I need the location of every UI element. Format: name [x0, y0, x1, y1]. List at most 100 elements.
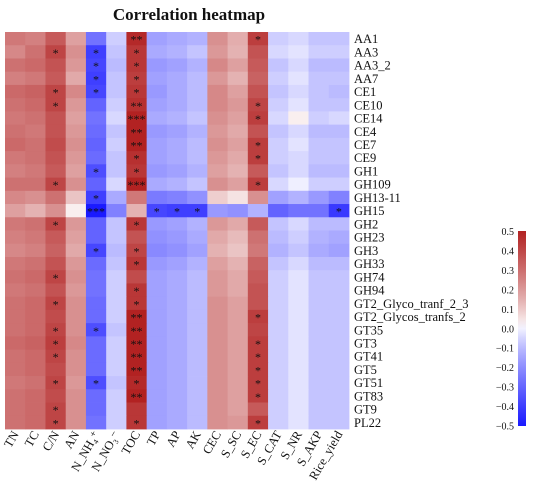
heatmap-cell	[166, 415, 188, 430]
heatmap-cell	[247, 243, 269, 258]
heatmap-cell	[227, 164, 249, 178]
heatmap-cell	[25, 323, 46, 337]
heatmap-cell	[268, 32, 289, 46]
heatmap-cell	[106, 177, 127, 192]
heatmap-cell	[308, 177, 330, 192]
significance-star: *	[53, 86, 59, 100]
heatmap-cell	[328, 336, 350, 350]
heatmap-cell	[268, 415, 289, 430]
heatmap-cell	[126, 45, 148, 59]
heatmap-cell	[288, 45, 309, 59]
colorbar-tick-label: −0.4	[496, 402, 514, 413]
heatmap-cell	[65, 190, 87, 205]
heatmap-cell	[268, 98, 289, 112]
heatmap-cell	[187, 124, 208, 139]
colorbar-tick-label: −0.3	[496, 383, 514, 394]
heatmap-cell	[288, 402, 309, 417]
heatmap-cell	[288, 349, 309, 364]
heatmap-cell	[227, 389, 249, 403]
heatmap-cell	[288, 256, 309, 271]
row-label: PL22	[354, 416, 381, 430]
row-label: GT2_Glycos_tranfs_2	[354, 310, 466, 324]
heatmap-cell	[187, 230, 208, 245]
heatmap-cell	[5, 283, 26, 298]
heatmap-cell	[207, 256, 228, 271]
heatmap-cell	[25, 124, 46, 139]
heatmap-cell	[106, 151, 127, 165]
heatmap-cell	[126, 32, 148, 46]
row-label: CE1	[354, 85, 376, 99]
row-label: CE14	[354, 112, 383, 126]
heatmap-cell	[65, 415, 87, 430]
heatmap-cell	[308, 243, 330, 258]
heatmap-cell	[25, 256, 46, 271]
significance-star: **	[131, 337, 143, 351]
heatmap-cell	[25, 71, 46, 86]
heatmap-cell	[207, 243, 228, 258]
heatmap-cell	[207, 71, 228, 86]
heatmap-cell	[45, 402, 67, 417]
heatmap-cell	[85, 336, 107, 350]
heatmap-cell	[308, 309, 330, 324]
heatmap-cell	[328, 296, 350, 311]
heatmap-cell	[227, 58, 249, 73]
heatmap-cell	[187, 111, 208, 126]
heatmap-cell	[207, 190, 228, 205]
heatmap-cells	[5, 32, 350, 430]
significance-star: *	[134, 86, 140, 100]
heatmap-cell	[166, 71, 188, 86]
heatmap-cell	[25, 230, 46, 245]
heatmap-cell	[227, 243, 249, 258]
significance-star: *	[53, 416, 59, 430]
heatmap-cell	[207, 124, 228, 139]
significance-star: *	[93, 72, 99, 86]
heatmap-cell	[187, 309, 208, 324]
heatmap-cell	[247, 98, 269, 112]
significance-star: *	[93, 86, 99, 100]
significance-star: *	[255, 99, 261, 113]
heatmap-cell	[288, 296, 309, 311]
heatmap-cell	[85, 204, 107, 218]
heatmap-cell	[288, 230, 309, 245]
heatmap-cell	[247, 270, 269, 284]
heatmap-cell	[268, 283, 289, 298]
heatmap-cell	[146, 243, 168, 258]
significance-star: *	[255, 152, 261, 166]
heatmap-cell	[227, 402, 249, 417]
significance-star: *	[53, 99, 59, 113]
heatmap-cell	[288, 336, 309, 350]
heatmap-cell	[187, 389, 208, 403]
heatmap-cell	[308, 283, 330, 298]
colorbar-tick-label: −0.2	[496, 363, 514, 374]
heatmap-cell	[328, 243, 350, 258]
heatmap-cell	[227, 45, 249, 59]
heatmap-cell	[328, 270, 350, 284]
significance-star: *	[134, 284, 140, 298]
heatmap-cell	[106, 111, 127, 126]
heatmap-cell	[227, 111, 249, 126]
row-label: GH94	[354, 284, 385, 298]
row-label: CE9	[354, 151, 376, 165]
heatmap-cell	[308, 402, 330, 417]
significance-star: *	[255, 363, 261, 377]
heatmap-cell	[25, 376, 46, 390]
column-label: TP	[144, 428, 163, 448]
significance-star: *	[93, 165, 99, 179]
significance-star: *	[53, 46, 59, 60]
column-label: TOC	[119, 429, 144, 457]
heatmap-cell	[85, 151, 107, 165]
heatmap-cell	[106, 98, 127, 112]
heatmap-cell	[106, 296, 127, 311]
heatmap-cell	[65, 98, 87, 112]
heatmap-cell	[268, 336, 289, 350]
heatmap-cell	[227, 336, 249, 350]
heatmap-cell	[328, 323, 350, 337]
heatmap-cell	[25, 243, 46, 258]
heatmap-cell	[85, 217, 107, 231]
heatmap-cell	[207, 296, 228, 311]
row-label: GT5	[354, 363, 377, 377]
heatmap-cell	[187, 217, 208, 231]
heatmap-cell	[166, 336, 188, 350]
heatmap-cell	[207, 151, 228, 165]
heatmap-cell	[308, 323, 330, 337]
